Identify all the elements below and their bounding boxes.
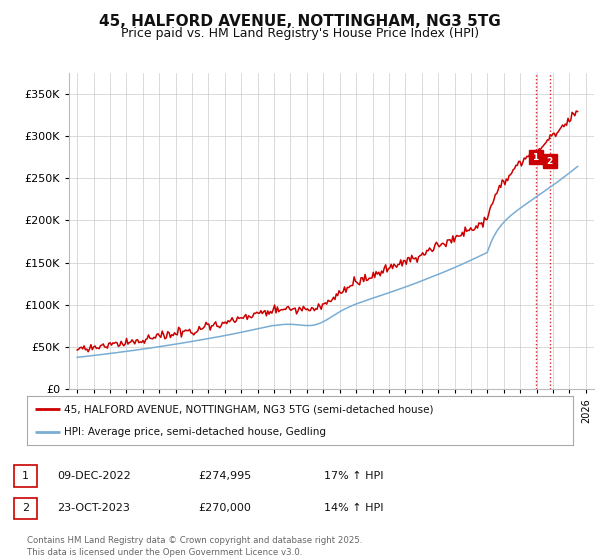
Text: 2: 2 xyxy=(547,157,553,166)
Text: 45, HALFORD AVENUE, NOTTINGHAM, NG3 5TG: 45, HALFORD AVENUE, NOTTINGHAM, NG3 5TG xyxy=(99,14,501,29)
Text: 14% ↑ HPI: 14% ↑ HPI xyxy=(324,503,383,514)
Text: 1: 1 xyxy=(22,471,29,481)
Text: 23-OCT-2023: 23-OCT-2023 xyxy=(57,503,130,514)
Text: Contains HM Land Registry data © Crown copyright and database right 2025.
This d: Contains HM Land Registry data © Crown c… xyxy=(27,536,362,557)
Text: 09-DEC-2022: 09-DEC-2022 xyxy=(57,471,131,481)
Text: 17% ↑ HPI: 17% ↑ HPI xyxy=(324,471,383,481)
Text: £274,995: £274,995 xyxy=(198,471,251,481)
Text: 2: 2 xyxy=(22,503,29,514)
Text: 45, HALFORD AVENUE, NOTTINGHAM, NG3 5TG (semi-detached house): 45, HALFORD AVENUE, NOTTINGHAM, NG3 5TG … xyxy=(64,404,434,414)
Text: HPI: Average price, semi-detached house, Gedling: HPI: Average price, semi-detached house,… xyxy=(64,427,326,437)
Text: £270,000: £270,000 xyxy=(198,503,251,514)
Text: Price paid vs. HM Land Registry's House Price Index (HPI): Price paid vs. HM Land Registry's House … xyxy=(121,27,479,40)
Text: 1: 1 xyxy=(532,153,539,162)
